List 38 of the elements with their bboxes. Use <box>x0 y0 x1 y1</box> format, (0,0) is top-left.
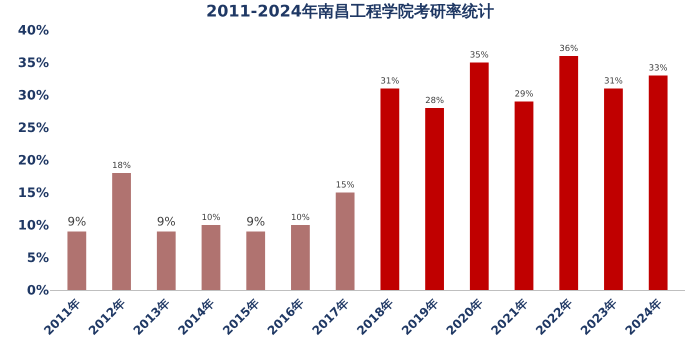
y-tick-label: 35% <box>18 56 49 72</box>
data-label: 9% <box>67 214 86 229</box>
data-label: 28% <box>425 94 444 105</box>
bar <box>604 88 623 290</box>
bar <box>514 102 534 290</box>
data-label: 15% <box>336 179 355 190</box>
data-label: 31% <box>604 75 623 86</box>
y-tick-label: 10% <box>18 218 49 234</box>
y-tick-label: 40% <box>18 24 49 39</box>
bar <box>559 56 578 290</box>
bar <box>470 62 489 290</box>
bar <box>67 232 86 290</box>
bar <box>291 225 310 290</box>
y-tick-label: 20% <box>18 154 49 169</box>
bar <box>112 173 131 290</box>
data-label: 29% <box>514 88 534 98</box>
data-label: 10% <box>291 212 310 222</box>
y-tick-label: 5% <box>26 251 49 266</box>
y-tick-label: 30% <box>18 88 49 104</box>
data-label: 10% <box>202 212 220 222</box>
bar <box>425 108 444 290</box>
bar <box>380 88 400 290</box>
data-label: 33% <box>648 62 668 72</box>
bar <box>246 232 266 290</box>
y-tick-label: 25% <box>18 121 49 136</box>
data-label: 36% <box>559 42 578 53</box>
data-label: 35% <box>470 49 489 60</box>
data-label: 18% <box>112 160 131 170</box>
bar <box>648 76 668 290</box>
data-label: 31% <box>380 75 400 86</box>
bar <box>202 225 220 290</box>
y-tick-label: 0% <box>26 284 49 299</box>
chart-title: 2011-2024年南昌工程学院考研率统计 <box>206 1 494 20</box>
bar <box>336 192 355 290</box>
data-label: 9% <box>156 214 176 229</box>
bar <box>156 232 176 290</box>
y-tick-label: 15% <box>18 186 49 202</box>
data-label: 9% <box>246 214 266 229</box>
